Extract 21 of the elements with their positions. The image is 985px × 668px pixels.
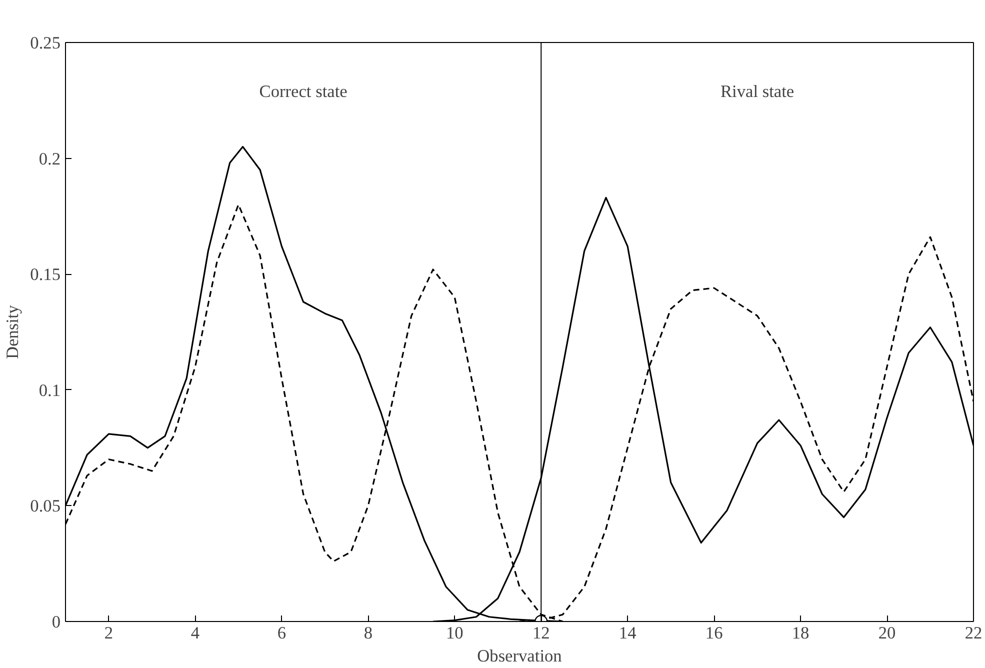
y-tick-label: 0.05 bbox=[30, 496, 61, 516]
x-tick-label: 2 bbox=[104, 624, 114, 642]
x-axis-title: Observation bbox=[477, 646, 562, 666]
x-tick-label: 22 bbox=[964, 624, 982, 642]
x-tick-label: 18 bbox=[792, 624, 810, 642]
annotation: Correct state bbox=[259, 82, 348, 102]
x-tick-label: 12 bbox=[532, 624, 550, 642]
x-tick-label: 4 bbox=[190, 624, 200, 642]
x-tick-label: 14 bbox=[618, 624, 637, 642]
x-tick-label: 6 bbox=[277, 624, 286, 642]
x-tick-label: 8 bbox=[364, 624, 373, 642]
y-tick-label: 0.1 bbox=[38, 380, 61, 400]
x-tick-label: 16 bbox=[705, 624, 724, 642]
y-axis-title: Density bbox=[3, 304, 22, 359]
x-tick-label: 20 bbox=[878, 624, 896, 642]
x-tick-label: 10 bbox=[446, 624, 464, 642]
y-tick-label: 0.15 bbox=[30, 265, 61, 284]
y-tick-label: 0.25 bbox=[30, 34, 61, 52]
y-tick-label: 0 bbox=[52, 612, 61, 632]
y-tick-label: 0.2 bbox=[38, 149, 61, 168]
annotation: Rival state bbox=[720, 82, 794, 102]
